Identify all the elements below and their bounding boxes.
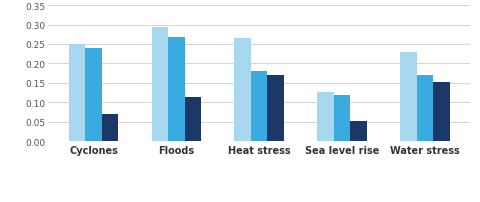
Bar (251, 72, 267, 141)
Bar (317, 92, 334, 141)
Bar (168, 37, 185, 141)
Bar (85, 49, 102, 141)
Bar (334, 96, 350, 141)
Bar (234, 39, 251, 141)
Bar (152, 28, 168, 141)
Bar (433, 82, 450, 141)
Bar (400, 53, 417, 141)
Bar (185, 97, 201, 141)
Bar (267, 75, 284, 141)
Bar (350, 121, 367, 141)
Bar (417, 75, 433, 141)
Bar (102, 114, 119, 141)
Bar (69, 45, 85, 141)
